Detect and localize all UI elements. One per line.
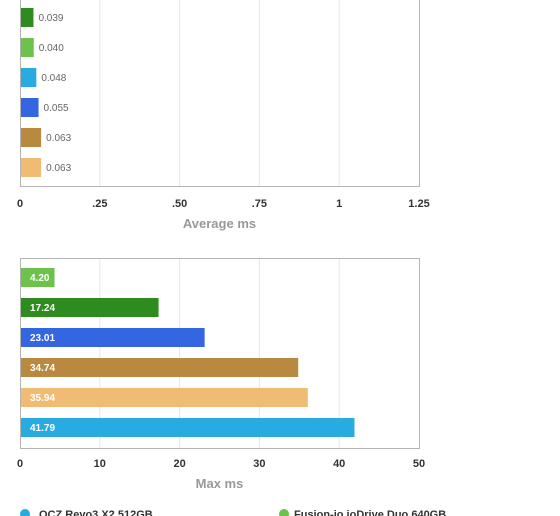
axis-title: Max ms xyxy=(196,476,244,491)
bar xyxy=(21,358,299,377)
axis-title: Average ms xyxy=(183,216,256,231)
legend-marker xyxy=(279,509,289,516)
bar xyxy=(21,68,37,87)
bar xyxy=(21,268,55,287)
bar xyxy=(21,98,39,117)
bar xyxy=(21,8,34,27)
tick-label: .75 xyxy=(252,198,267,210)
data-label: 4.20 xyxy=(30,273,50,284)
average-latency-chart: 0.039 0.040 0.048 0.055 0.063 0.063 0 .25 .50 .75… xyxy=(17,0,430,231)
data-label: 0.055 xyxy=(44,103,69,114)
tick-label: 30 xyxy=(253,458,265,470)
max-latency-chart: 4.20 17.24 23.01 34.74 35.94 41.79 0 10 20 30 40 50… xyxy=(17,258,425,491)
data-label: 23.01 xyxy=(30,333,55,344)
data-label: 0.048 xyxy=(41,73,66,84)
data-label: 0.040 xyxy=(39,43,64,54)
legend: OCZ Revo3 X2 512GB Fusion-io ioDrive Duo … xyxy=(20,509,446,516)
bar xyxy=(21,328,205,347)
tick-label: 1 xyxy=(336,198,342,210)
data-label: 0.063 xyxy=(46,163,71,174)
bar xyxy=(21,388,308,407)
bar xyxy=(21,38,34,57)
tick-label: .25 xyxy=(92,198,107,210)
data-label: 35.94 xyxy=(30,393,55,404)
tick-label: 0 xyxy=(17,198,23,210)
plot-frame xyxy=(20,258,420,449)
tick-label: 1.25 xyxy=(408,198,429,210)
legend-label: OCZ Revo3 X2 512GB xyxy=(39,509,153,516)
bar xyxy=(21,158,42,177)
bar xyxy=(21,418,355,437)
tick-label: 40 xyxy=(333,458,345,470)
legend-label: Fusion-io ioDrive Duo 640GB xyxy=(294,509,446,516)
data-label: 0.039 xyxy=(38,13,63,24)
bar xyxy=(21,298,159,317)
tick-label: 20 xyxy=(173,458,185,470)
legend-marker xyxy=(20,509,30,516)
data-label: 41.79 xyxy=(30,423,55,434)
data-label: 34.74 xyxy=(30,363,55,374)
data-label: 17.24 xyxy=(30,303,55,314)
tick-label: 0 xyxy=(17,458,23,470)
data-label: 0.063 xyxy=(46,133,71,144)
tick-label: 10 xyxy=(94,458,106,470)
plot-frame xyxy=(20,0,420,187)
tick-label: .50 xyxy=(172,198,187,210)
tick-label: 50 xyxy=(413,458,425,470)
bar xyxy=(21,128,42,147)
